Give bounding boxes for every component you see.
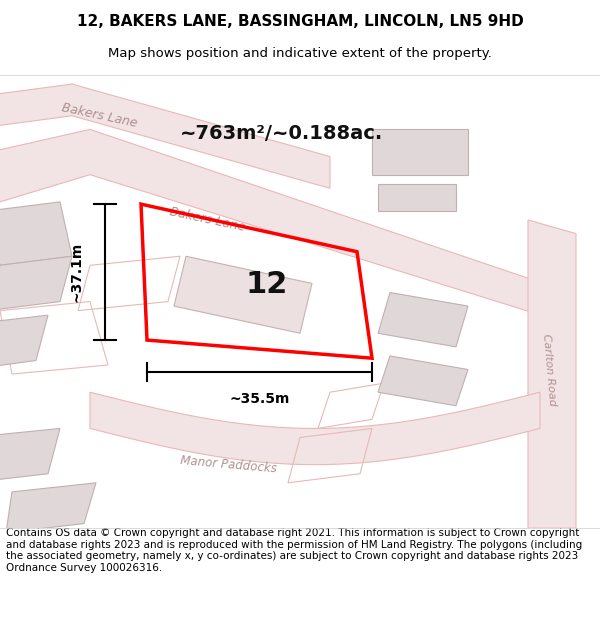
Text: ~763m²/~0.188ac.: ~763m²/~0.188ac. [181,124,383,143]
Text: ~35.5m: ~35.5m [229,392,290,406]
Text: ~37.1m: ~37.1m [70,242,84,302]
Text: 12: 12 [245,269,287,299]
Polygon shape [0,202,72,265]
Text: 12, BAKERS LANE, BASSINGHAM, LINCOLN, LN5 9HD: 12, BAKERS LANE, BASSINGHAM, LINCOLN, LN… [77,14,523,29]
Text: Bakers Lane: Bakers Lane [168,206,246,234]
Polygon shape [378,292,468,347]
Polygon shape [90,392,540,464]
Polygon shape [6,482,96,532]
Polygon shape [528,220,576,528]
Text: Bakers Lane: Bakers Lane [60,101,138,130]
Polygon shape [378,356,468,406]
Polygon shape [174,256,312,333]
Polygon shape [0,256,72,311]
Text: Carlton Road: Carlton Road [541,333,557,406]
Text: Contains OS data © Crown copyright and database right 2021. This information is : Contains OS data © Crown copyright and d… [6,528,582,573]
Text: Manor Paddocks: Manor Paddocks [180,454,278,476]
Polygon shape [0,429,60,483]
Text: Map shows position and indicative extent of the property.: Map shows position and indicative extent… [108,48,492,61]
Polygon shape [378,184,456,211]
Polygon shape [0,84,330,188]
Polygon shape [0,129,570,324]
Polygon shape [372,129,468,174]
Polygon shape [0,315,48,369]
